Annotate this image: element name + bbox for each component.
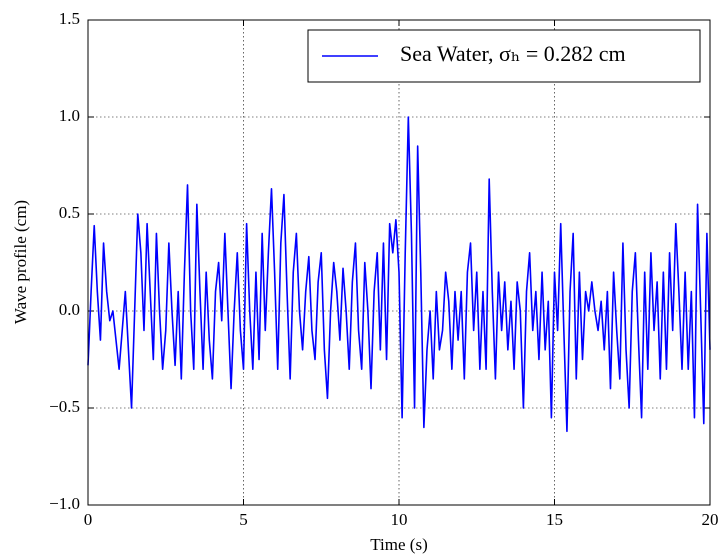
x-tick-label: 5 <box>239 510 248 529</box>
y-tick-label: 1.5 <box>59 9 80 28</box>
y-tick-label: −1.0 <box>49 494 80 513</box>
plot-frame <box>87 19 711 506</box>
x-tick-label: 15 <box>546 510 563 529</box>
x-axis-label: Time (s) <box>370 535 427 554</box>
data-line <box>87 116 711 433</box>
y-tick-label: 0.0 <box>59 300 80 319</box>
x-tick-label: 10 <box>391 510 408 529</box>
y-axis-label: Wave profile (cm) <box>11 200 30 324</box>
legend-label: Sea Water, σₕ = 0.282 cm <box>400 41 626 66</box>
y-tick-label: −0.5 <box>49 397 80 416</box>
x-tick-label: 20 <box>702 510 719 529</box>
y-tick-label: 1.0 <box>59 106 80 125</box>
x-tick-label: 0 <box>84 510 93 529</box>
y-tick-label: 0.5 <box>59 203 80 222</box>
